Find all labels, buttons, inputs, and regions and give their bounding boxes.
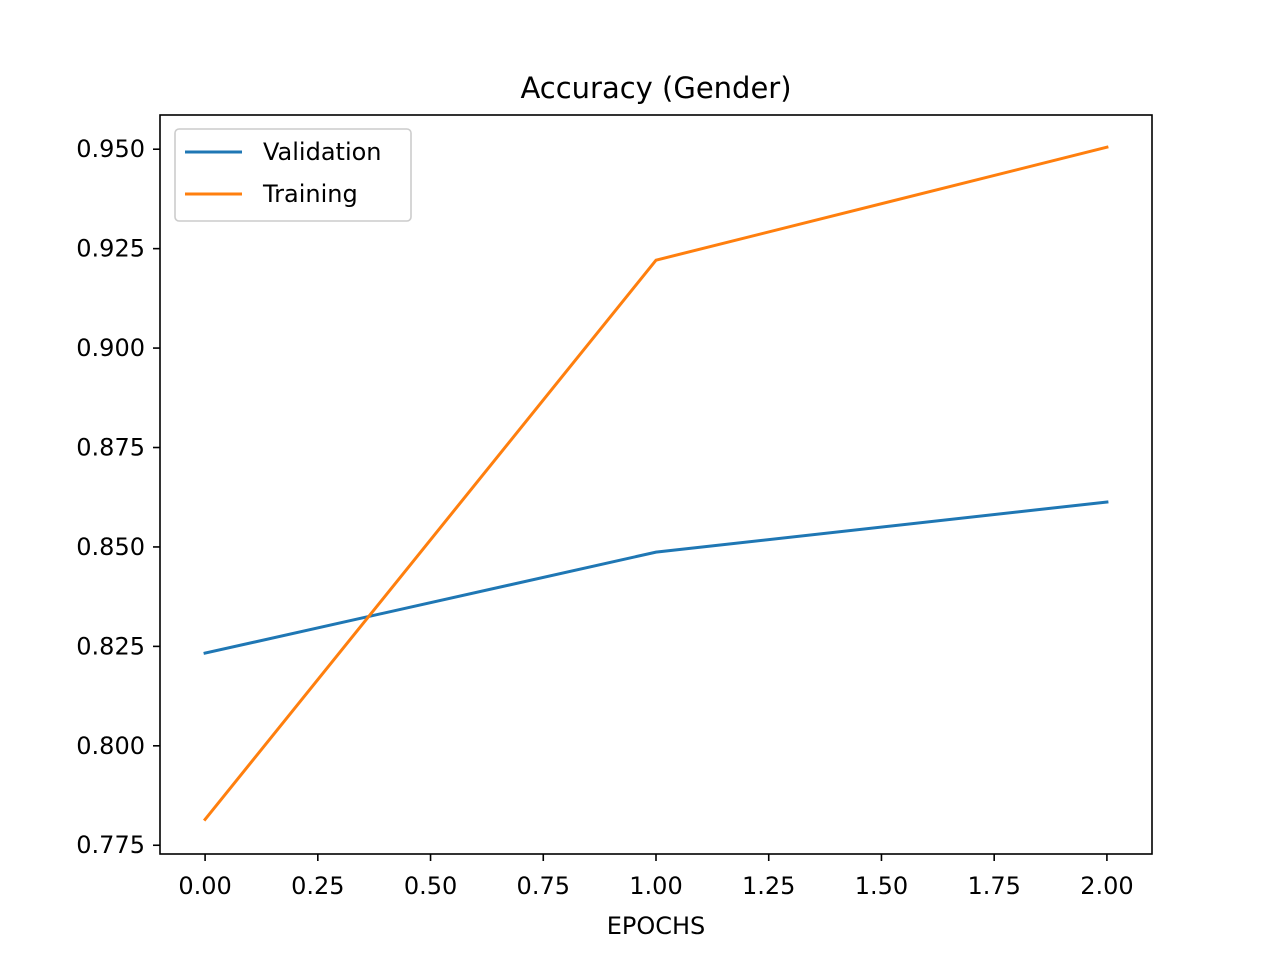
legend-label-validation: Validation <box>263 138 382 166</box>
x-axis-label: EPOCHS <box>607 912 706 940</box>
x-tick-label: 0.75 <box>517 872 570 900</box>
y-tick-label: 0.825 <box>76 632 145 660</box>
x-tick-label: 0.00 <box>178 872 231 900</box>
y-tick-label: 0.875 <box>76 434 145 462</box>
x-tick-label: 1.50 <box>855 872 908 900</box>
x-tick-label: 0.25 <box>291 872 344 900</box>
y-tick-label: 0.950 <box>76 135 145 163</box>
legend: Validation Training <box>174 128 412 222</box>
x-tick-label: 1.75 <box>967 872 1020 900</box>
plot-area: 0.00 0.25 0.50 0.75 1.00 1.25 1.50 1.75 2.00 0.77… <box>76 114 1153 900</box>
series-line-training <box>202 145 1109 822</box>
series-line-validation <box>203 500 1109 655</box>
y-tick-label: 0.775 <box>76 831 145 859</box>
x-tick-label: 0.50 <box>404 872 457 900</box>
chart-title: Accuracy (Gender) <box>520 71 791 105</box>
y-tick-label: 0.800 <box>76 732 145 760</box>
y-tick-label: 0.925 <box>76 235 145 263</box>
y-tick-label: 0.900 <box>76 334 145 362</box>
x-tick-label: 1.00 <box>629 872 682 900</box>
legend-label-training: Training <box>262 180 358 208</box>
x-tick-label: 1.25 <box>742 872 795 900</box>
x-tick-label: 2.00 <box>1080 872 1133 900</box>
y-tick-label: 0.850 <box>76 533 145 561</box>
